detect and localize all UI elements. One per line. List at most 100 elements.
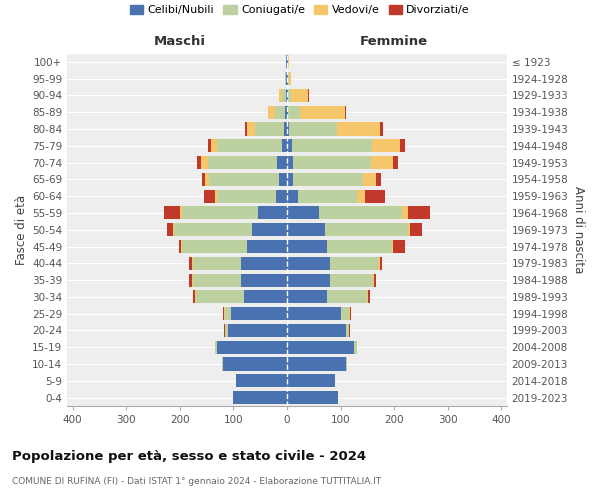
Bar [287,89,288,102]
Bar [350,307,351,320]
Bar [298,190,356,202]
Bar [226,324,228,337]
Bar [209,173,279,186]
Bar [179,240,181,253]
Bar [241,274,287,286]
Bar [368,290,370,304]
Bar [281,140,287,152]
Bar [286,89,287,102]
Bar [257,206,287,220]
Bar [223,307,224,320]
Bar [356,190,365,202]
Bar [279,173,287,186]
Bar [393,240,405,253]
Bar [217,340,287,354]
Text: Popolazione per età, sesso e stato civile - 2024: Popolazione per età, sesso e stato civil… [12,450,366,463]
Bar [288,89,291,102]
Bar [244,290,287,304]
Bar [319,206,402,220]
Bar [276,190,287,202]
Bar [241,257,287,270]
Bar [204,190,215,202]
Bar [211,140,217,152]
Bar [164,206,180,220]
Bar [190,274,192,286]
Bar [289,72,291,85]
Bar [287,307,341,320]
Bar [208,156,277,169]
Text: COMUNE DI RUFINA (FI) - Dati ISTAT 1° gennaio 2024 - Elaborazione TUTTITALIA.IT: COMUNE DI RUFINA (FI) - Dati ISTAT 1° ge… [12,478,381,486]
Bar [286,106,287,119]
Bar [281,89,286,102]
Bar [349,307,350,320]
Bar [173,223,175,236]
Bar [181,240,182,253]
Bar [228,324,287,337]
Bar [327,240,392,253]
Bar [410,223,422,236]
Bar [195,290,196,304]
Bar [363,173,376,186]
Bar [190,257,192,270]
Bar [196,290,244,304]
Bar [402,206,407,220]
Bar [367,290,368,304]
Bar [208,140,211,152]
Bar [205,173,209,186]
Bar [292,140,371,152]
Bar [192,257,193,270]
Bar [215,340,217,354]
Text: Maschi: Maschi [154,36,206,49]
Bar [226,307,231,320]
Bar [380,122,383,136]
Bar [175,223,252,236]
Bar [354,340,356,354]
Bar [376,173,381,186]
Bar [371,140,400,152]
Bar [341,307,349,320]
Bar [373,274,374,286]
Bar [346,324,349,337]
Bar [245,122,247,136]
Bar [287,140,292,152]
Bar [287,72,289,85]
Bar [217,190,276,202]
Bar [268,106,275,119]
Bar [330,274,373,286]
Bar [231,307,287,320]
Bar [255,122,284,136]
Bar [346,358,347,370]
Y-axis label: Fasce di età: Fasce di età [15,194,28,265]
Y-axis label: Anni di nascita: Anni di nascita [572,186,585,274]
Bar [287,122,289,136]
Bar [287,290,327,304]
Bar [288,106,300,119]
Bar [284,122,287,136]
Bar [180,206,182,220]
Bar [289,122,337,136]
Bar [287,358,346,370]
Bar [287,257,330,270]
Bar [277,156,287,169]
Bar [288,56,289,68]
Bar [217,140,281,152]
Bar [221,358,223,370]
Bar [308,89,309,102]
Bar [275,106,286,119]
Bar [287,240,327,253]
Bar [325,223,407,236]
Bar [400,140,405,152]
Bar [293,173,363,186]
Bar [287,374,335,388]
Bar [193,290,195,304]
Bar [182,240,247,253]
Bar [291,89,308,102]
Bar [182,206,257,220]
Bar [287,106,288,119]
Bar [167,223,173,236]
Bar [371,156,392,169]
Bar [287,274,330,286]
Bar [293,156,371,169]
Bar [197,156,201,169]
Bar [192,274,193,286]
